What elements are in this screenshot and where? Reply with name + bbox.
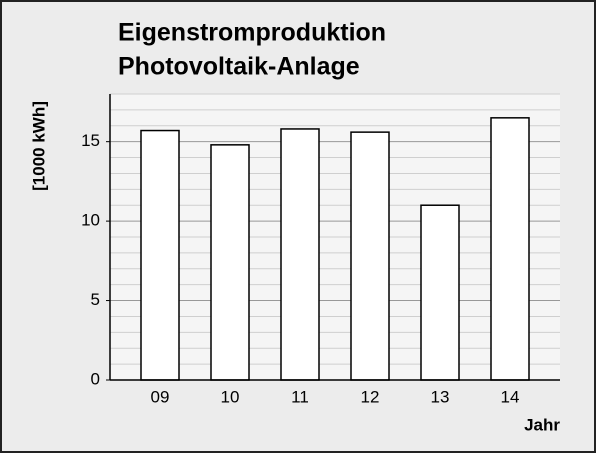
y-tick-label: 0 xyxy=(91,369,100,388)
bar xyxy=(420,204,460,381)
y-tick-label: 15 xyxy=(81,131,100,150)
x-tick-label: 13 xyxy=(431,387,450,406)
x-tick-label: 11 xyxy=(291,387,309,406)
x-tick-label: 09 xyxy=(151,387,170,406)
x-axis-label: Jahr xyxy=(524,415,560,434)
bar xyxy=(490,117,530,381)
chart-title: Eigenstromproduktion xyxy=(118,19,386,47)
x-tick-label: 12 xyxy=(361,387,380,406)
y-axis-label: [1000 kWh] xyxy=(29,101,48,191)
bar xyxy=(280,128,320,381)
bar xyxy=(350,131,390,381)
bar xyxy=(140,129,180,381)
y-tick-label: 5 xyxy=(91,290,100,309)
bar xyxy=(210,144,250,381)
x-tick-label: 10 xyxy=(221,387,240,406)
y-tick-label: 10 xyxy=(81,211,100,230)
x-tick-label: 14 xyxy=(501,387,520,406)
chart-subtitle: Photovoltaik-Anlage xyxy=(118,53,360,81)
